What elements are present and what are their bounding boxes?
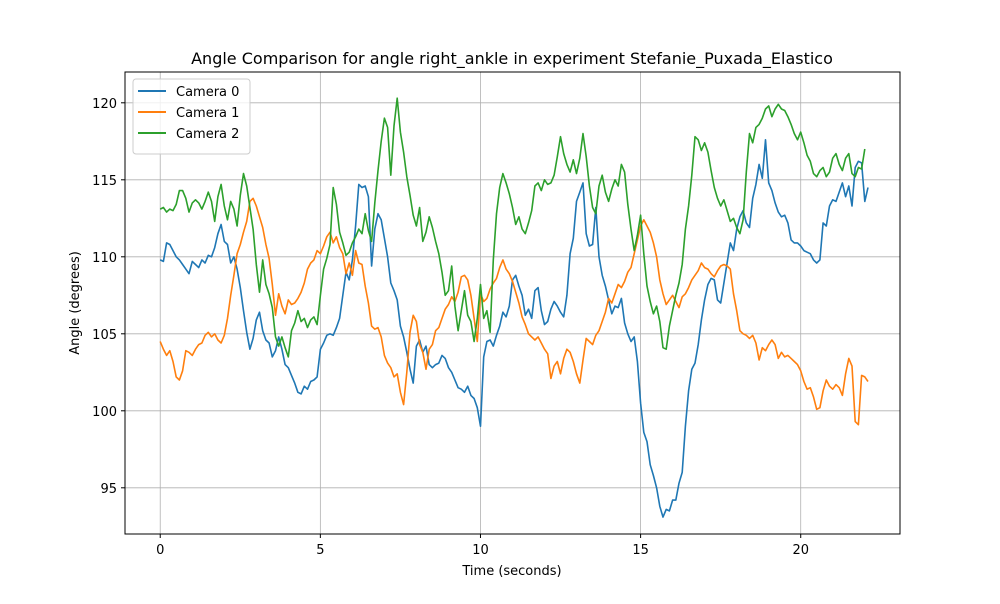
legend-box <box>132 78 251 155</box>
y-tick-label: 100 <box>92 405 117 420</box>
y-tick-label: 120 <box>92 97 117 112</box>
y-axis-label: Angle (degrees) <box>68 251 83 355</box>
grid <box>125 72 900 534</box>
chart-title: Angle Comparison for angle right_ankle i… <box>191 49 833 69</box>
series-line-camera-1 <box>159 197 869 426</box>
plot-frame <box>124 71 901 535</box>
series-lines <box>159 97 869 518</box>
x-tick-label: 20 <box>792 543 809 558</box>
series-line-camera-0 <box>159 139 869 518</box>
x-tick-label: 0 <box>156 543 164 558</box>
series-line-camera-2 <box>159 97 866 358</box>
axis-ticks: 0 5 10 15 20 95 100 105 110 115 120 <box>92 97 809 558</box>
legend: Camera 0 Camera 1 Camera 2 <box>132 78 251 155</box>
x-tick-label: 15 <box>632 543 649 558</box>
y-tick-label: 105 <box>92 328 117 343</box>
x-tick-label: 5 <box>316 543 324 558</box>
legend-label: Camera 2 <box>176 127 239 142</box>
x-tick-label: 10 <box>472 543 489 558</box>
x-axis-label: Time (seconds) <box>461 564 561 579</box>
y-tick-label: 95 <box>100 482 117 497</box>
y-tick-label: 115 <box>92 174 117 189</box>
legend-label: Camera 0 <box>176 85 239 100</box>
y-tick-label: 110 <box>92 251 117 266</box>
legend-label: Camera 1 <box>176 106 239 121</box>
